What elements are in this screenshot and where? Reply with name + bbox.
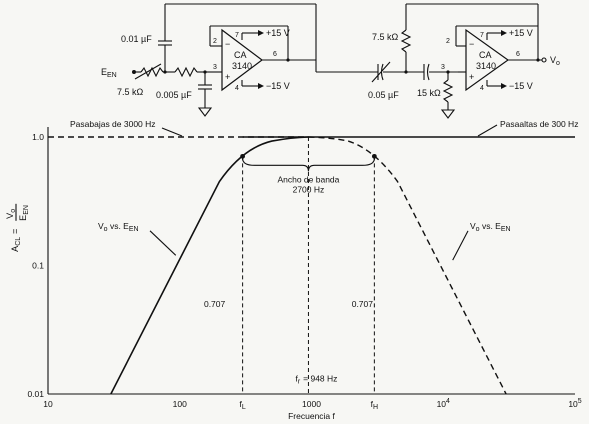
vplus-1: +15 V (266, 28, 290, 38)
bandwidth-label: Ancho de banda (277, 174, 339, 184)
svg-text:2: 2 (446, 38, 450, 45)
resistor-r4-label: 7.5 kΩ (372, 32, 399, 42)
resistor-r1-arrow (134, 63, 162, 80)
svg-text:−: − (469, 39, 474, 49)
bandpass-circuit: EEN 7.5 kΩ 0.01 µF 0.005 µF − + CA 3140 (101, 3, 560, 119)
svg-text:3: 3 (441, 64, 445, 71)
svg-text:4: 4 (480, 85, 484, 92)
right-curve-label: Vo vs. EEN (470, 221, 511, 233)
opamp-2-number: 3140 (476, 61, 496, 71)
svg-text:6: 6 (516, 51, 520, 58)
x-tick-label-fl: fL (239, 399, 245, 411)
x-tick-label: 1000 (302, 399, 321, 409)
level-label-fh: 0.707 (352, 299, 374, 309)
ground-symbol-2 (440, 109, 456, 119)
x-axis-label: Frecuencia f (288, 411, 335, 421)
opamp-1-number: 3140 (232, 61, 252, 71)
output-label: Vo (550, 55, 560, 67)
ground-symbol (197, 107, 213, 117)
y-tick-label: 1.0 (32, 132, 44, 142)
svg-text:Vo: Vo (5, 209, 17, 219)
vminus-1: −15 V (266, 81, 290, 91)
y-tick-label: 0.1 (32, 261, 44, 271)
left-curve-leader (149, 230, 177, 256)
center-frequency-label: fr = 948 Hz (295, 373, 337, 385)
svg-text:7: 7 (480, 32, 484, 39)
x-tick-label-fh: fH (371, 399, 378, 411)
right-curve-leader (452, 230, 469, 261)
svg-text:−: − (225, 39, 230, 49)
opamp-1-name: CA (234, 50, 247, 60)
input-label: EEN (101, 67, 117, 79)
y-tick-label: 0.01 (27, 389, 44, 399)
bandwidth-value: 2700 Hz (293, 184, 325, 194)
svg-text:2: 2 (213, 38, 217, 45)
lowpass-annotation: Pasabajas de 3000 Hz (70, 119, 156, 129)
highpass-leader (477, 124, 498, 137)
x-tick-label: 105 (568, 398, 581, 409)
resistor-r1 (140, 66, 164, 78)
marker-fl (240, 153, 246, 159)
highpass-annotation: Pasaaltas de 300 Hz (500, 119, 578, 129)
input-terminal (132, 70, 136, 74)
resistor-r2 (174, 66, 198, 78)
marker-fh (371, 153, 377, 159)
svg-text:EEN: EEN (18, 205, 30, 221)
resistor-r1-label: 7.5 kΩ (117, 87, 144, 97)
resistor-r3-label: 15 kΩ (417, 88, 441, 98)
svg-text:3: 3 (213, 64, 217, 71)
opamp-1 (221, 28, 263, 92)
left-curve-label: Vo vs. EEN (98, 221, 139, 233)
vminus-2: −15 V (509, 81, 533, 91)
svg-text:6: 6 (273, 51, 277, 58)
level-label-fl: 0.707 (204, 299, 226, 309)
svg-text:+: + (225, 72, 230, 82)
svg-text:+: + (469, 72, 474, 82)
x-tick-label: 10 (43, 399, 53, 409)
capacitor-c3-label: 0.05 µF (368, 90, 399, 100)
capacitor-c2-label: 0.005 µF (156, 90, 192, 100)
x-tick-label: 104 (437, 398, 450, 409)
svg-text:4: 4 (235, 85, 239, 92)
svg-text:ACL=: ACL= (10, 229, 22, 252)
resistor-r4 (400, 29, 412, 53)
x-tick-label: 100 (173, 399, 187, 409)
frequency-response-chart: 1.0 0.1 0.01 10 100 fL 1000 fH 104 105 F… (5, 119, 582, 421)
output-terminal (541, 57, 547, 63)
capacitor-c1-label: 0.01 µF (121, 34, 152, 44)
svg-text:7: 7 (235, 32, 239, 39)
lowpass-leader (161, 127, 183, 137)
resistor-r3 (442, 79, 454, 103)
vplus-2: +15 V (509, 28, 533, 38)
opamp-2 (465, 28, 510, 92)
opamp-2-name: CA (479, 50, 492, 60)
y-axis-label: ACL= Vo EEN (5, 203, 30, 252)
